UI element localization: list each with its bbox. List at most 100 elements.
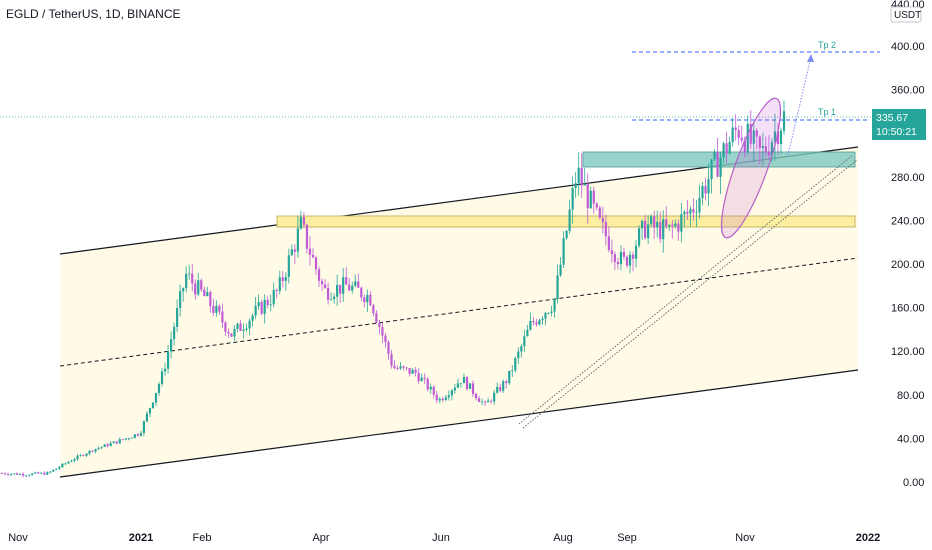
- channel-mid-line[interactable]: [59, 257, 859, 367]
- candle-down[interactable]: [653, 216, 656, 228]
- candle-down[interactable]: [616, 261, 620, 265]
- candle-up[interactable]: [160, 371, 164, 385]
- candle-up[interactable]: [245, 328, 248, 330]
- candle-up[interactable]: [565, 230, 568, 239]
- candle-up[interactable]: [366, 294, 369, 303]
- candle-down[interactable]: [490, 400, 493, 402]
- candle-down[interactable]: [227, 331, 230, 334]
- candle-down[interactable]: [339, 284, 342, 294]
- candle-up[interactable]: [583, 183, 586, 186]
- candle-up[interactable]: [619, 251, 623, 265]
- candle-up[interactable]: [163, 368, 167, 372]
- candle-down[interactable]: [607, 236, 610, 251]
- candle-up[interactable]: [695, 212, 698, 213]
- candle-down[interactable]: [408, 367, 411, 374]
- candle-up[interactable]: [577, 167, 580, 184]
- candle-down[interactable]: [281, 277, 284, 281]
- candle-up[interactable]: [100, 446, 103, 448]
- candle-up[interactable]: [85, 453, 88, 456]
- candle-up[interactable]: [157, 384, 161, 394]
- candle-down[interactable]: [0, 473, 4, 475]
- candle-up[interactable]: [215, 305, 218, 313]
- candle-up[interactable]: [336, 284, 339, 297]
- candle-down[interactable]: [43, 472, 46, 475]
- candle-down[interactable]: [314, 257, 318, 270]
- candle-down[interactable]: [323, 284, 327, 288]
- candle-down[interactable]: [378, 322, 381, 328]
- candle-up[interactable]: [12, 473, 16, 475]
- candle-up[interactable]: [562, 238, 565, 265]
- candle-down[interactable]: [692, 209, 695, 213]
- candle-up[interactable]: [420, 377, 423, 382]
- candle-down[interactable]: [260, 302, 263, 314]
- candle-up[interactable]: [248, 320, 251, 329]
- candle-down[interactable]: [405, 367, 408, 369]
- candle-down[interactable]: [230, 333, 233, 337]
- candle-down[interactable]: [363, 297, 366, 303]
- candle-down[interactable]: [776, 131, 780, 144]
- candle-up[interactable]: [88, 450, 91, 454]
- candle-down[interactable]: [345, 277, 348, 285]
- candle-up[interactable]: [773, 131, 777, 142]
- candle-up[interactable]: [710, 159, 713, 180]
- trendline-dotted-2[interactable]: [522, 159, 858, 429]
- candle-down[interactable]: [767, 151, 771, 156]
- candle-up[interactable]: [480, 401, 484, 403]
- candle-up[interactable]: [728, 142, 731, 154]
- candle-down[interactable]: [82, 454, 85, 456]
- candle-up[interactable]: [55, 468, 58, 470]
- candle-up[interactable]: [770, 141, 774, 156]
- candle-down[interactable]: [610, 250, 613, 255]
- candle-up[interactable]: [142, 421, 146, 434]
- candle-down[interactable]: [535, 322, 538, 325]
- candle-down[interactable]: [740, 137, 743, 141]
- candle-down[interactable]: [758, 136, 761, 149]
- candle-up[interactable]: [70, 460, 73, 462]
- candle-up[interactable]: [236, 323, 239, 329]
- candle-down[interactable]: [432, 386, 435, 395]
- candle-up[interactable]: [290, 249, 293, 256]
- candle-up[interactable]: [25, 475, 28, 477]
- candle-up[interactable]: [502, 381, 505, 391]
- candle-up[interactable]: [34, 472, 37, 474]
- candle-up[interactable]: [333, 296, 336, 299]
- candle-up[interactable]: [176, 308, 179, 327]
- candle-up[interactable]: [103, 444, 106, 447]
- candle-down[interactable]: [686, 211, 689, 214]
- candle-down[interactable]: [477, 398, 481, 402]
- candle-up[interactable]: [179, 291, 182, 309]
- candle-up[interactable]: [511, 370, 514, 372]
- candle-down[interactable]: [357, 281, 360, 288]
- candle-up[interactable]: [263, 299, 266, 314]
- candle-down[interactable]: [631, 254, 635, 259]
- candle-up[interactable]: [722, 143, 725, 158]
- candle-down[interactable]: [644, 220, 647, 239]
- candle-up[interactable]: [429, 386, 432, 390]
- candle-down[interactable]: [203, 289, 206, 297]
- candle-down[interactable]: [580, 167, 583, 186]
- candle-up[interactable]: [556, 275, 559, 299]
- candle-down[interactable]: [764, 146, 767, 152]
- candle-up[interactable]: [185, 273, 188, 289]
- candle-down[interactable]: [221, 311, 224, 323]
- candle-up[interactable]: [233, 328, 236, 337]
- candle-down[interactable]: [677, 223, 680, 232]
- candle-up[interactable]: [206, 291, 209, 297]
- candle-up[interactable]: [272, 289, 275, 305]
- candle-down[interactable]: [375, 313, 378, 323]
- trendline-dotted-1[interactable]: [518, 154, 854, 425]
- candle-up[interactable]: [571, 188, 574, 210]
- candle-down[interactable]: [239, 323, 242, 331]
- candle-down[interactable]: [266, 299, 269, 305]
- candle-up[interactable]: [640, 220, 644, 229]
- candle-up[interactable]: [287, 255, 290, 277]
- candle-up[interactable]: [662, 219, 665, 240]
- candle-down[interactable]: [622, 251, 626, 257]
- candle-up[interactable]: [166, 351, 170, 369]
- candle-down[interactable]: [423, 377, 426, 379]
- candle-up[interactable]: [752, 130, 755, 144]
- candle-down[interactable]: [22, 473, 25, 476]
- candle-up[interactable]: [538, 320, 541, 325]
- candle-up[interactable]: [746, 123, 749, 152]
- candle-up[interactable]: [656, 221, 659, 228]
